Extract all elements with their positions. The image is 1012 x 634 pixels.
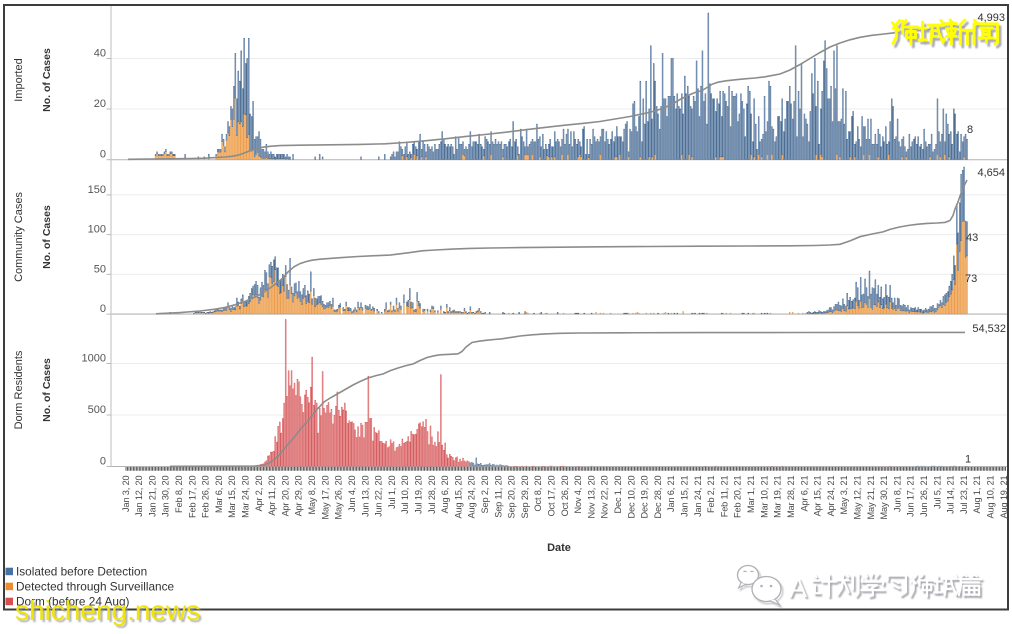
svg-text:Jul 5, 21: Jul 5, 21 [932,475,942,508]
svg-text:Apr 29, 20: Apr 29, 20 [294,475,304,516]
svg-text:Jun 17, 21: Jun 17, 21 [906,475,916,516]
svg-text:Isolated before Detection: Isolated before Detection [16,565,147,579]
svg-text:Oct 17, 20: Oct 17, 20 [547,475,557,516]
svg-text:Dec 19, 20: Dec 19, 20 [640,475,650,518]
svg-text:May 12, 21: May 12, 21 [853,475,863,519]
svg-text:Dorm Residents: Dorm Residents [13,350,25,429]
svg-text:43: 43 [966,232,978,244]
svg-text:Mar 24, 20: Mar 24, 20 [241,475,251,517]
svg-text:1000: 1000 [82,353,106,365]
svg-text:Jan 21, 20: Jan 21, 20 [147,475,157,516]
svg-text:Feb 17, 20: Feb 17, 20 [187,475,197,517]
svg-text:May 21, 21: May 21, 21 [866,475,876,519]
svg-text:May 17, 20: May 17, 20 [320,475,330,519]
svg-text:Sep 2, 20: Sep 2, 20 [480,475,490,513]
svg-text:Jan 12, 20: Jan 12, 20 [134,475,144,516]
svg-text:No. of Cases: No. of Cases [41,48,53,112]
svg-text:54,532: 54,532 [972,323,1006,335]
svg-text:Mar 28, 21: Mar 28, 21 [786,475,796,517]
svg-text:Jun 22, 20: Jun 22, 20 [374,475,384,516]
svg-text:Jun 4, 20: Jun 4, 20 [347,475,357,511]
svg-text:Apr 24, 21: Apr 24, 21 [826,475,836,516]
svg-text:Jul 1, 20: Jul 1, 20 [387,475,397,508]
svg-text:Jan 15, 21: Jan 15, 21 [680,475,690,516]
svg-text:Sep 20, 20: Sep 20, 20 [507,475,517,518]
svg-text:150: 150 [88,184,106,196]
svg-text:Community Cases: Community Cases [13,192,25,282]
svg-text:50: 50 [94,263,106,275]
svg-text:Nov 4, 20: Nov 4, 20 [573,475,583,513]
svg-text:Aug 24, 20: Aug 24, 20 [467,475,477,518]
svg-text:Apr 15, 21: Apr 15, 21 [813,475,823,516]
svg-text:Apr 11, 20: Apr 11, 20 [267,475,277,515]
svg-text:Oct 26, 20: Oct 26, 20 [560,475,570,516]
svg-text:No. of Cases: No. of Cases [41,358,53,422]
svg-text:20: 20 [94,98,106,110]
svg-text:May 3, 21: May 3, 21 [839,475,849,514]
svg-text:Jan 24, 21: Jan 24, 21 [693,475,703,516]
svg-text:Jul 28, 20: Jul 28, 20 [427,475,437,513]
svg-text:A: A [789,573,807,603]
svg-text:Nov 22, 20: Nov 22, 20 [600,475,610,518]
svg-text:No. of Cases: No. of Cases [41,205,53,269]
svg-text:4,993: 4,993 [977,12,1005,24]
svg-text:Jan 3, 20: Jan 3, 20 [121,475,131,511]
svg-text:May 8, 20: May 8, 20 [307,475,317,514]
svg-text:Apr 6, 21: Apr 6, 21 [799,475,809,511]
svg-text:Apr 20, 20: Apr 20, 20 [280,475,290,516]
svg-text:Apr 2, 20: Apr 2, 20 [254,475,264,511]
svg-text:0: 0 [100,303,106,315]
svg-text:Jan 30, 20: Jan 30, 20 [161,475,171,516]
svg-text:Feb 26, 20: Feb 26, 20 [201,475,211,517]
svg-text:Jan 6, 21: Jan 6, 21 [666,475,676,511]
svg-text:Mar 19, 21: Mar 19, 21 [773,475,783,517]
svg-text:40: 40 [94,48,106,60]
svg-text:Feb 11, 21: Feb 11, 21 [719,475,729,517]
svg-text:Mar 6, 20: Mar 6, 20 [214,475,224,512]
svg-text:Nov 13, 20: Nov 13, 20 [586,475,596,518]
svg-text:Aug 15, 20: Aug 15, 20 [453,475,463,518]
svg-text:Jul 14, 21: Jul 14, 21 [946,475,956,513]
svg-text:Jul 19, 20: Jul 19, 20 [414,475,424,513]
svg-text:Feb 2, 21: Feb 2, 21 [706,475,716,513]
svg-text:100: 100 [88,224,106,236]
svg-text:Dec 10, 20: Dec 10, 20 [626,475,636,518]
svg-text:Date: Date [547,542,571,554]
svg-text:0: 0 [100,456,106,468]
svg-text:Mar 10, 21: Mar 10, 21 [759,475,769,517]
svg-text:Jul 23, 21: Jul 23, 21 [959,475,969,513]
svg-text:shicheng.news: shicheng.news [15,595,200,626]
svg-text:Jun 8, 21: Jun 8, 21 [892,475,902,511]
svg-text:Sep 29, 20: Sep 29, 20 [520,475,530,518]
svg-text:Aug 10, 21: Aug 10, 21 [986,475,996,518]
svg-text:Detected through Surveillance: Detected through Surveillance [16,580,174,594]
svg-text:May 30, 21: May 30, 21 [879,475,889,519]
svg-text:Aug 6, 20: Aug 6, 20 [440,475,450,513]
svg-text:Jul 10, 20: Jul 10, 20 [400,475,410,513]
svg-text:Sep 11, 20: Sep 11, 20 [493,475,503,517]
svg-text:Oct 8, 20: Oct 8, 20 [533,475,543,511]
svg-text:Aug 1, 21: Aug 1, 21 [972,475,982,513]
svg-text:Feb 8, 20: Feb 8, 20 [174,475,184,513]
svg-text:500: 500 [88,404,106,416]
svg-text:Mar 1, 21: Mar 1, 21 [746,475,756,512]
svg-text:Feb 20, 21: Feb 20, 21 [733,475,743,517]
svg-text:0: 0 [100,149,106,161]
svg-text:1: 1 [965,454,971,466]
svg-text:Jun 26, 21: Jun 26, 21 [919,475,929,516]
svg-text:8: 8 [967,124,973,136]
svg-text:Dec 1, 20: Dec 1, 20 [613,475,623,513]
svg-text:73: 73 [965,273,977,285]
svg-text:4,654: 4,654 [977,167,1005,179]
svg-text:Dec 28, 20: Dec 28, 20 [653,475,663,518]
svg-text:Imported: Imported [13,58,25,101]
svg-text:May 26, 20: May 26, 20 [334,475,344,519]
svg-text:Mar 15, 20: Mar 15, 20 [227,475,237,517]
svg-text:Jun 13, 20: Jun 13, 20 [360,475,370,516]
